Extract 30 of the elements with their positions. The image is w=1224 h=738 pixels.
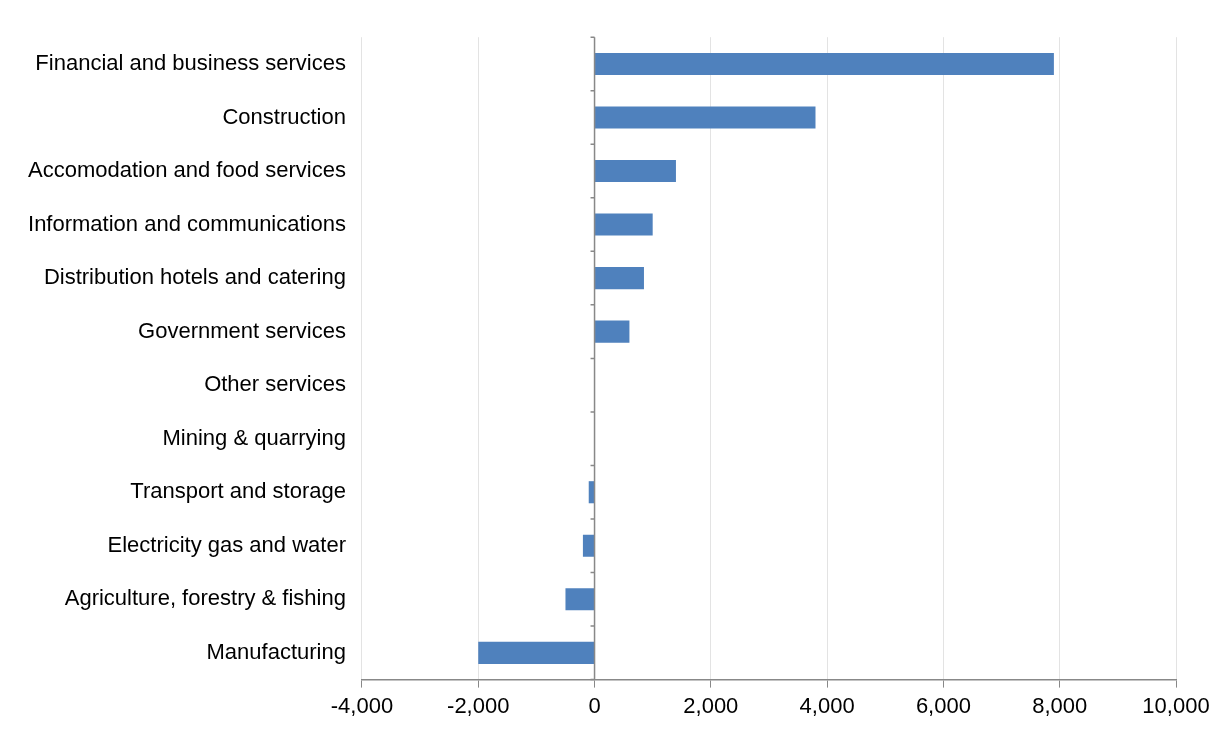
- y-tick-label: Other services: [204, 371, 346, 397]
- x-tick-label: 6,000: [915, 692, 971, 718]
- x-tick-label: -2,000: [447, 692, 510, 718]
- y-tick-label: Electricity gas and water: [107, 531, 346, 557]
- y-tick-label: Financial and business services: [35, 50, 346, 76]
- bar: [582, 534, 595, 557]
- x-tick-label: 2,000: [683, 692, 739, 718]
- y-tick-label: Mining & quarrying: [162, 424, 346, 450]
- bar: [595, 52, 1054, 76]
- bar: [595, 267, 644, 290]
- y-tick-label: Construction: [222, 103, 346, 129]
- bar: [595, 213, 653, 236]
- y-tick-label: Distribution hotels and catering: [43, 264, 346, 290]
- x-tick-label: -4,000: [330, 692, 394, 718]
- bar: [595, 106, 816, 129]
- bar: [565, 588, 595, 611]
- x-tick-label: 0: [588, 692, 601, 718]
- y-tick-label: Agriculture, forestry & fishing: [64, 585, 346, 611]
- bar: [595, 159, 676, 183]
- x-tick-label: 10,000: [1142, 692, 1210, 718]
- y-tick-label: Manufacturing: [206, 638, 346, 664]
- y-tick-label: Accomodation and food services: [27, 157, 346, 183]
- y-tick-label: Information and communications: [28, 210, 346, 236]
- x-tick-label: 4,000: [799, 692, 855, 718]
- bar: [588, 481, 595, 504]
- y-tick-label: Transport and storage: [130, 478, 346, 504]
- y-tick-label: Government services: [138, 317, 346, 343]
- x-tick-label: 8,000: [1032, 692, 1088, 718]
- bar: [478, 641, 595, 664]
- bar: [595, 320, 630, 343]
